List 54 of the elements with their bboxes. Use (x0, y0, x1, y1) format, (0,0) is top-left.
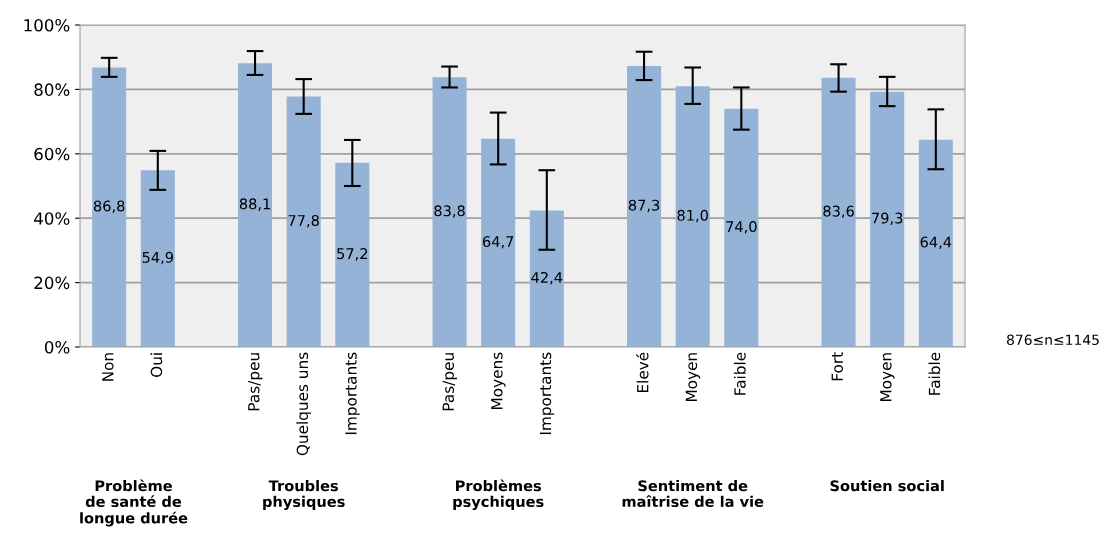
y-tick-label: 100% (24, 18, 70, 32)
x-tick-label: Pas/peu (248, 353, 263, 411)
text: Soutien social (830, 480, 944, 492)
x-tick-label: Moyen (685, 353, 701, 402)
bar (870, 91, 905, 347)
y-tick-label: 60% (34, 147, 70, 161)
y-tick-label: 40% (34, 212, 70, 225)
data-label: 79,3 (872, 212, 903, 226)
bar (432, 77, 467, 347)
data-label: 54,9 (142, 251, 174, 265)
y-tick-label: 20% (34, 276, 70, 290)
x-tick-label: Importants (539, 352, 555, 435)
x-tick-label: Moyen (880, 353, 895, 402)
x-tick-label: Importants (345, 352, 360, 435)
bar (481, 138, 516, 347)
x-tick-label: Pas/peu (442, 353, 457, 411)
data-label: 86,8 (93, 200, 125, 213)
data-label: 83,6 (823, 205, 854, 219)
text: Problèmes psychiques (453, 479, 544, 510)
x-tick-label: Elevé (636, 352, 649, 393)
y-tick-label: 0% (44, 340, 70, 354)
data-label: 64,4 (920, 236, 952, 250)
text: 876≤n≤1145 (1007, 334, 1099, 346)
bar (92, 67, 127, 347)
data-label: 83,8 (434, 205, 465, 218)
bar (627, 65, 662, 347)
bar (335, 162, 370, 347)
bar (286, 96, 321, 347)
data-label: 74,0 (726, 221, 757, 234)
x-tick-label: Non (102, 353, 114, 381)
data-label: 42,4 (531, 271, 563, 285)
bar (529, 210, 564, 347)
bar (724, 108, 759, 347)
data-label: 57,2 (337, 248, 368, 261)
data-label: 87,3 (628, 199, 660, 213)
bar (675, 86, 710, 347)
x-tick-label: Quelques uns (296, 352, 312, 456)
data-label: 77,8 (288, 214, 319, 228)
y-tick-label: 80% (34, 83, 70, 96)
text: Troubles physiques (263, 480, 345, 510)
bar (918, 139, 953, 347)
data-label: 88,1 (239, 198, 270, 211)
text: Sentiment de maîtrise de la vie (622, 480, 764, 508)
x-tick-label: Fort (831, 352, 843, 381)
bar (140, 170, 175, 347)
x-tick-label: Oui (150, 353, 163, 377)
text: Problème de santé de longue durée (80, 479, 188, 527)
x-tick-label: Faible (733, 352, 746, 395)
bar (238, 63, 273, 347)
x-tick-label: Moyens (491, 352, 506, 409)
bar (821, 77, 856, 347)
data-label: 81,0 (677, 209, 708, 223)
x-tick-label: Faible (928, 352, 941, 395)
data-label: 64,7 (482, 236, 514, 249)
